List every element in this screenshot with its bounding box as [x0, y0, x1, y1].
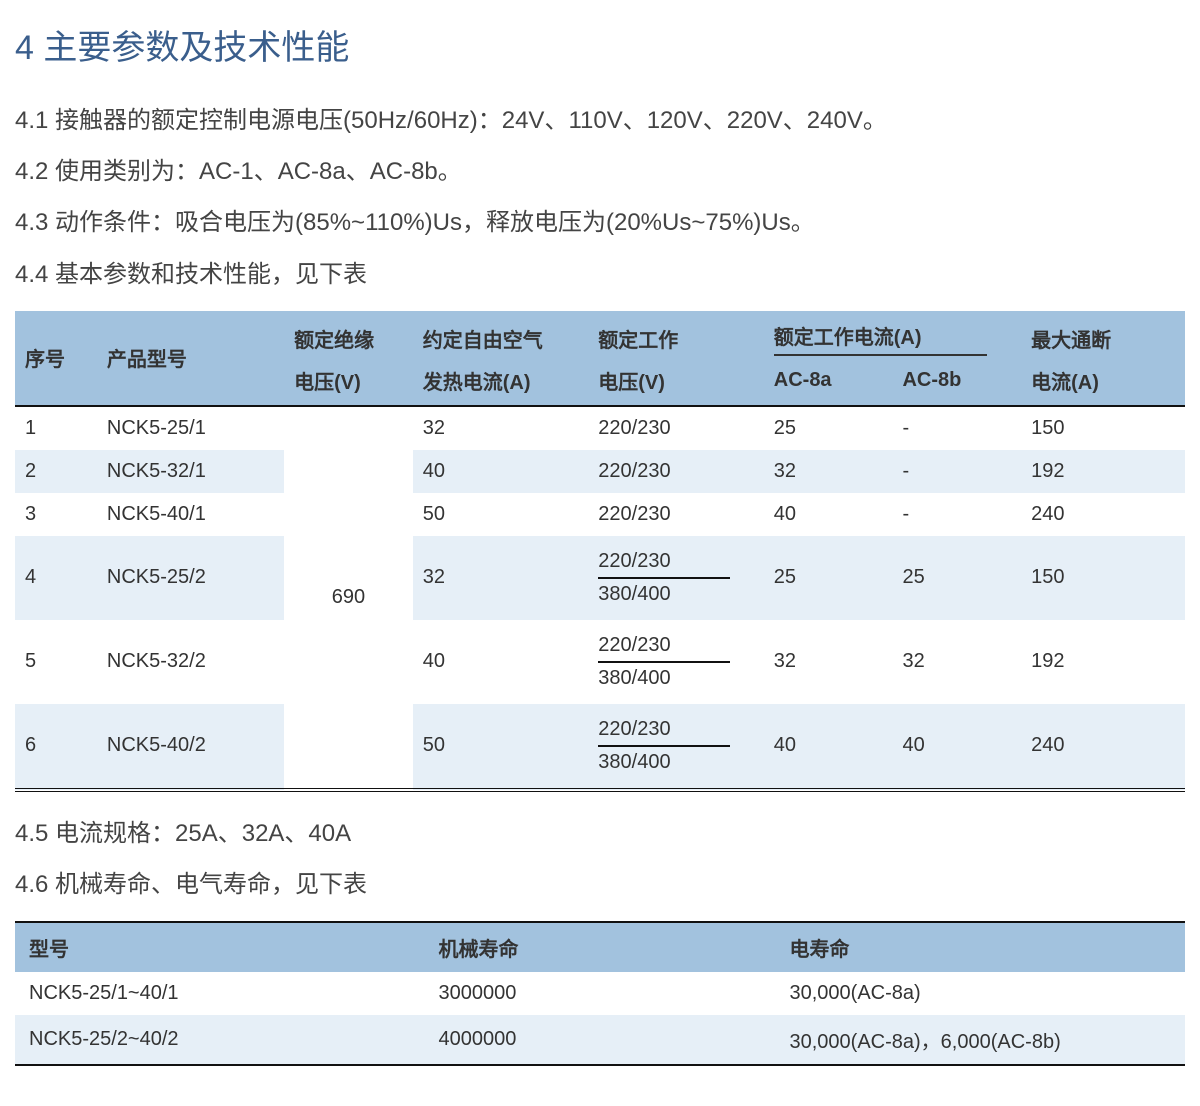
life-table: 型号 机械寿命 电寿命 NCK5-25/1~40/1 3000000 30,00…	[15, 921, 1185, 1066]
cell-max: 240	[1021, 493, 1185, 536]
th-ac8a: AC-8a	[764, 366, 893, 406]
cell-max: 192	[1021, 620, 1185, 704]
cell-max: 240	[1021, 704, 1185, 790]
th-air-l2: 发热电流(A)	[413, 366, 589, 406]
cell-seq: 2	[15, 450, 97, 493]
cell-volt: 220/230 380/400	[588, 704, 764, 790]
parameters-table-wrap: 序号 产品型号 额定绝缘 约定自由空气 额定工作 额定工作电流(A) 最大通断 …	[15, 311, 1185, 792]
cell-seq: 3	[15, 493, 97, 536]
table-row: 3 NCK5-40/1 50 220/230 40 - 240	[15, 493, 1185, 536]
th-rated-current-group: 额定工作电流(A)	[764, 311, 1021, 366]
cell-max: 150	[1021, 406, 1185, 450]
th-max-l2: 电流(A)	[1021, 366, 1185, 406]
cell-model: NCK5-25/2	[97, 536, 284, 620]
cell-volt: 220/230	[588, 450, 764, 493]
cell-air: 32	[413, 406, 589, 450]
th-seq: 序号	[15, 311, 97, 406]
cell-model: NCK5-40/1	[97, 493, 284, 536]
cell-volt-b: 380/400	[598, 579, 670, 610]
table-row: 1 NCK5-25/1 690 32 220/230 25 - 150	[15, 406, 1185, 450]
th-air-l1: 约定自由空气	[413, 311, 589, 366]
cell-ac8b: -	[892, 493, 1021, 536]
cell-air: 40	[413, 620, 589, 704]
cell-max: 150	[1021, 536, 1185, 620]
cell-life-mech: 4000000	[425, 1015, 776, 1065]
cell-seq: 1	[15, 406, 97, 450]
cell-ac8b: -	[892, 406, 1021, 450]
th-life-model: 型号	[15, 922, 425, 972]
cell-seq: 6	[15, 704, 97, 790]
paragraph-4-5: 4.5 电流规格：25A、32A、40A	[15, 812, 1185, 855]
cell-air: 32	[413, 536, 589, 620]
th-rated-current-label: 额定工作电流(A)	[774, 321, 988, 356]
th-life-elec: 电寿命	[776, 922, 1186, 972]
cell-air: 50	[413, 704, 589, 790]
cell-life-elec: 30,000(AC-8a)	[776, 972, 1186, 1015]
table-row: 5 NCK5-32/2 40 220/230 380/400 32 32 192	[15, 620, 1185, 704]
paragraph-4-6: 4.6 机械寿命、电气寿命，见下表	[15, 863, 1185, 906]
th-model: 产品型号	[97, 311, 284, 406]
cell-ac8b: 32	[892, 620, 1021, 704]
cell-volt-a: 220/230	[598, 630, 730, 663]
cell-volt: 220/230 380/400	[588, 536, 764, 620]
th-volt-l2: 电压(V)	[588, 366, 764, 406]
table-row: NCK5-25/1~40/1 3000000 30,000(AC-8a)	[15, 972, 1185, 1015]
cell-ac8a: 25	[764, 406, 893, 450]
th-volt-l1: 额定工作	[588, 311, 764, 366]
cell-ac8b: 25	[892, 536, 1021, 620]
th-insul-l1: 额定绝缘	[284, 311, 413, 366]
cell-insulation-merged: 690	[284, 406, 413, 790]
cell-ac8b: -	[892, 450, 1021, 493]
th-max-l1: 最大通断	[1021, 311, 1185, 366]
life-table-wrap: 型号 机械寿命 电寿命 NCK5-25/1~40/1 3000000 30,00…	[15, 921, 1185, 1066]
cell-volt: 220/230	[588, 493, 764, 536]
table-row: NCK5-25/2~40/2 4000000 30,000(AC-8a)，6,0…	[15, 1015, 1185, 1065]
th-ac8b: AC-8b	[892, 366, 1021, 406]
cell-volt-a: 220/230	[598, 546, 730, 579]
cell-life-model: NCK5-25/1~40/1	[15, 972, 425, 1015]
cell-seq: 5	[15, 620, 97, 704]
paragraph-4-1: 4.1 接触器的额定控制电源电压(50Hz/60Hz)：24V、110V、120…	[15, 99, 1185, 142]
section-title: 4 主要参数及技术性能	[15, 20, 1185, 69]
cell-model: NCK5-32/1	[97, 450, 284, 493]
cell-life-mech: 3000000	[425, 972, 776, 1015]
cell-seq: 4	[15, 536, 97, 620]
paragraph-4-3: 4.3 动作条件：吸合电压为(85%~110%)Us，释放电压为(20%Us~7…	[15, 201, 1185, 244]
cell-ac8a: 25	[764, 536, 893, 620]
cell-model: NCK5-32/2	[97, 620, 284, 704]
cell-volt: 220/230 380/400	[588, 620, 764, 704]
table-row: 4 NCK5-25/2 32 220/230 380/400 25 25 150	[15, 536, 1185, 620]
th-insul-l2: 电压(V)	[284, 366, 413, 406]
cell-air: 50	[413, 493, 589, 536]
table-row: 6 NCK5-40/2 50 220/230 380/400 40 40 240	[15, 704, 1185, 790]
table-row: 2 NCK5-32/1 40 220/230 32 - 192	[15, 450, 1185, 493]
paragraph-4-2: 4.2 使用类别为：AC-1、AC-8a、AC-8b。	[15, 150, 1185, 193]
cell-air: 40	[413, 450, 589, 493]
cell-model: NCK5-25/1	[97, 406, 284, 450]
cell-ac8a: 40	[764, 704, 893, 790]
cell-life-elec: 30,000(AC-8a)，6,000(AC-8b)	[776, 1015, 1186, 1065]
cell-volt: 220/230	[588, 406, 764, 450]
parameters-table: 序号 产品型号 额定绝缘 约定自由空气 额定工作 额定工作电流(A) 最大通断 …	[15, 311, 1185, 792]
cell-ac8a: 32	[764, 450, 893, 493]
cell-volt-b: 380/400	[598, 663, 670, 694]
cell-ac8a: 32	[764, 620, 893, 704]
cell-ac8b: 40	[892, 704, 1021, 790]
cell-ac8a: 40	[764, 493, 893, 536]
cell-life-model: NCK5-25/2~40/2	[15, 1015, 425, 1065]
paragraph-4-4: 4.4 基本参数和技术性能，见下表	[15, 253, 1185, 296]
cell-volt-b: 380/400	[598, 747, 670, 778]
th-life-mech: 机械寿命	[425, 922, 776, 972]
cell-volt-a: 220/230	[598, 714, 730, 747]
cell-model: NCK5-40/2	[97, 704, 284, 790]
cell-max: 192	[1021, 450, 1185, 493]
